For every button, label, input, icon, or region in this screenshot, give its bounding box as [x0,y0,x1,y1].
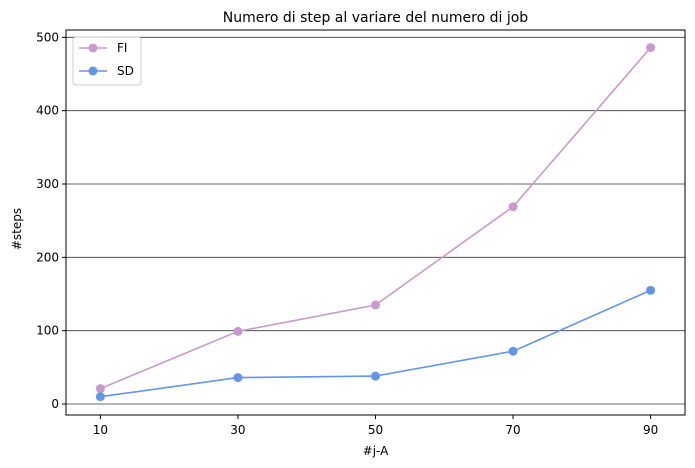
series-points [95,43,656,402]
x-axis-label: #j-A [363,444,389,458]
data-point-sd [95,392,105,402]
x-axis-ticks: 10 30 50 70 90 [93,415,658,437]
y-tick-label: 400 [36,104,59,118]
x-tick-label: 50 [368,423,383,437]
legend-label: SD [117,64,134,78]
data-point-fi [95,384,105,394]
data-point-fi [371,300,380,310]
y-tick-label: 100 [36,324,59,338]
y-tick-label: 500 [36,30,59,44]
data-point-sd [371,371,380,381]
y-tick-label: 300 [36,177,59,191]
data-point-fi [508,202,518,212]
y-gridlines [66,36,685,405]
y-tick-label: 200 [36,250,59,264]
legend-label: FI [117,41,127,55]
chart-title: Numero di step al variare del numero di … [223,10,529,26]
y-tick-label: 0 [51,397,59,411]
legend-swatch-marker [88,43,98,53]
data-point-fi [233,326,243,336]
x-tick-label: 10 [93,423,108,437]
legend-swatch-marker [88,66,98,76]
series-lines [100,47,652,398]
x-tick-label: 30 [230,423,245,437]
legend: FI SD [72,36,142,86]
data-point-sd [233,373,243,383]
y-axis-ticks: 0 100 200 300 400 500 [36,30,66,411]
x-tick-label: 70 [505,423,520,437]
x-tick-label: 90 [643,423,658,437]
data-point-sd [508,346,518,356]
data-point-sd [646,285,656,295]
series-line-fi [100,47,652,390]
y-axis-label: #steps [10,208,24,250]
data-point-fi [646,43,656,53]
plot-frame [65,29,686,416]
